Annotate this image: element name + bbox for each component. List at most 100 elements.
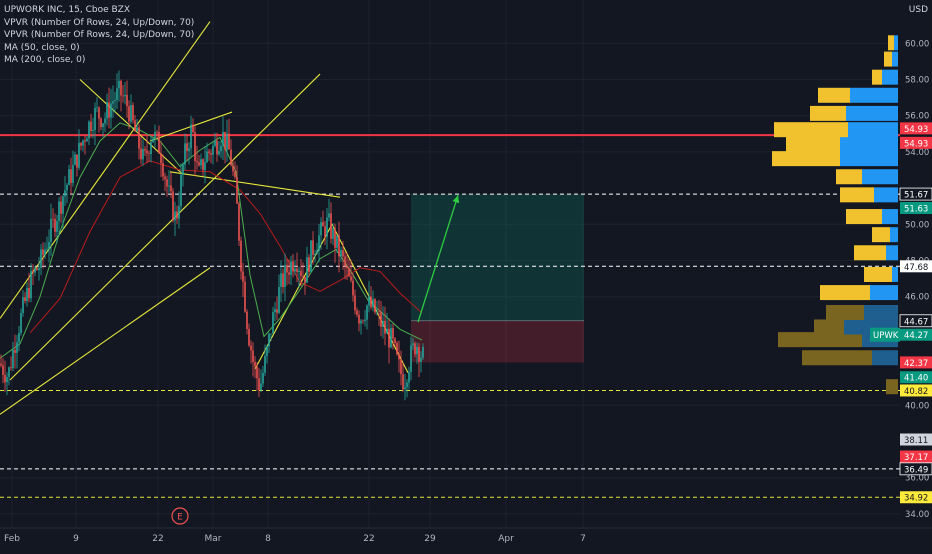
volume-down-bar — [836, 169, 862, 185]
candle-body — [314, 253, 316, 255]
candle-body — [318, 235, 320, 251]
candle-body — [348, 267, 350, 277]
volume-up-bar — [840, 136, 898, 152]
candle-body — [68, 169, 70, 186]
volume-down-bar — [820, 285, 870, 301]
price-label-box — [900, 450, 932, 463]
volume-down-bar — [802, 350, 872, 366]
candle-body — [106, 102, 108, 119]
price-label-box — [900, 356, 932, 369]
volume-down-bar — [872, 69, 882, 85]
volume-up-bar — [850, 87, 898, 103]
price-tick-label: 36.00 — [905, 474, 929, 484]
candle-body — [212, 145, 214, 155]
candle-body — [372, 299, 374, 308]
candle-body — [400, 359, 402, 375]
candle-body — [40, 249, 42, 268]
candle-body — [328, 213, 330, 218]
candle-body — [48, 241, 50, 249]
candle-body — [70, 169, 72, 184]
candle-body — [174, 211, 176, 221]
candle-body — [414, 343, 416, 355]
candle-body — [88, 121, 90, 139]
price-label-box — [900, 491, 932, 504]
price-label-text: 34.92 — [904, 494, 928, 504]
candle-body — [176, 211, 178, 219]
candle-body — [398, 353, 400, 360]
price-axis[interactable]: 34.0036.0040.0046.0048.0050.0054.0056.00… — [870, 39, 932, 520]
earnings-marker[interactable]: E — [171, 507, 189, 525]
volume-down-bar — [774, 122, 848, 138]
candle-body — [364, 319, 366, 322]
candle-body — [340, 250, 342, 257]
time-tick-label: Feb — [4, 534, 20, 544]
candle-body — [154, 131, 156, 139]
candle-body — [144, 149, 146, 151]
candle-body — [2, 365, 4, 375]
candle-body — [326, 217, 328, 237]
candle-body — [188, 148, 190, 152]
target-arrow-line — [417, 195, 459, 323]
candle-body — [124, 94, 126, 97]
candle-body — [278, 286, 280, 313]
volume-down-bar — [846, 209, 882, 225]
candle-body — [202, 159, 204, 171]
legend-title[interactable]: UPWORK INC, 15, Cboe BZX — [4, 5, 130, 15]
candle-body — [296, 268, 298, 272]
candle-body — [292, 261, 294, 272]
price-label-text: 40.82 — [904, 387, 928, 397]
price-label-text: 42.37 — [904, 359, 928, 369]
candle-body — [234, 171, 236, 178]
legend-ma50[interactable]: MA (50, close, 0) — [4, 42, 80, 53]
volume-down-bar — [778, 332, 862, 348]
candle-body — [252, 350, 254, 362]
candle-body — [32, 270, 34, 273]
candle-body — [334, 228, 336, 248]
candle-body — [422, 346, 424, 358]
candle-body — [354, 295, 356, 311]
legend-ma200[interactable]: MA (200, close, 0) — [4, 55, 86, 65]
candle-body — [408, 371, 410, 383]
candle-body — [92, 129, 94, 132]
candle-body — [416, 346, 418, 355]
legend-vpvr-1[interactable]: VPVR (Number Of Rows, 24, Up/Down, 70) — [4, 17, 195, 28]
candle-body — [54, 218, 56, 232]
volume-down-bar — [888, 35, 894, 51]
candle-body — [222, 131, 224, 146]
price-label-box — [900, 122, 932, 135]
candle-body — [198, 162, 200, 166]
price-label-box — [900, 202, 932, 215]
price-label-text: 54.93 — [904, 125, 928, 135]
candle-body — [158, 132, 160, 154]
candle-body — [402, 374, 404, 390]
price-label-text: 47.68 — [904, 263, 928, 273]
currency-label: USD — [908, 5, 928, 15]
candle-body — [194, 132, 196, 161]
earnings-circle — [171, 507, 189, 525]
candle-body — [80, 142, 82, 146]
candle-body — [240, 240, 242, 272]
candle-body — [210, 153, 212, 155]
candle-body — [64, 190, 66, 197]
volume-up-bar — [872, 350, 898, 366]
candle-body — [168, 185, 170, 187]
legend-vpvr-2[interactable]: VPVR (Number Of Rows, 24, Up/Down, 70) — [4, 30, 195, 40]
candle-body — [46, 248, 48, 250]
candle-body — [8, 367, 10, 378]
candle-body — [78, 142, 80, 168]
candle-body — [342, 250, 344, 257]
candle-body — [302, 275, 304, 277]
candle-body — [288, 272, 290, 275]
time-tick-label: 8 — [265, 534, 271, 544]
volume-down-bar — [864, 266, 892, 282]
candle-body — [34, 268, 36, 273]
candle-body — [280, 273, 282, 287]
time-tick-label: 22 — [152, 534, 163, 544]
candle-body — [274, 309, 276, 313]
candle-body — [346, 265, 348, 268]
time-tick-label: 22 — [363, 534, 374, 544]
candle-body — [162, 163, 164, 177]
time-axis[interactable]: Feb 9 22 Mar 8 22 29 Apr 7 — [0, 527, 932, 544]
